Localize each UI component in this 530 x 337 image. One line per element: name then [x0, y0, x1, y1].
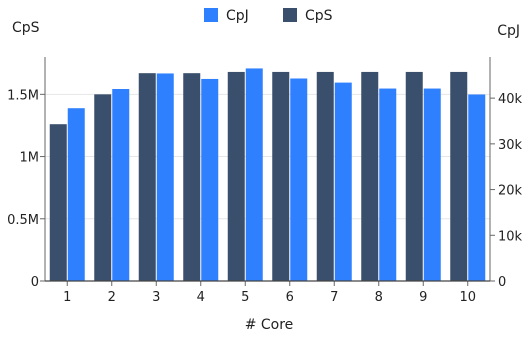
- y-axis-left-title: CpS: [12, 20, 40, 36]
- y-left-tick-label: 1M: [20, 151, 40, 166]
- axes: [40, 57, 495, 286]
- x-tick-label: 8: [375, 290, 383, 305]
- x-axis-title: # Core: [245, 317, 294, 333]
- bar-cpj: [112, 89, 130, 281]
- bar-cpj: [156, 73, 174, 281]
- legend[interactable]: CpJ CpS: [204, 8, 333, 24]
- bar-cps: [49, 124, 67, 281]
- bar-cps: [138, 73, 156, 281]
- y-right-tick-label: 0: [498, 275, 506, 290]
- y-right-tick-label: 10k: [498, 229, 523, 244]
- bar-cps: [94, 94, 112, 281]
- x-tick-label: 3: [152, 290, 160, 305]
- x-tick-label: 7: [330, 290, 338, 305]
- bar-cpj: [201, 78, 219, 281]
- bar-cpj: [245, 68, 263, 281]
- bars: [49, 68, 486, 282]
- bar-cpj: [67, 108, 85, 281]
- x-tick-label: 5: [241, 290, 249, 305]
- tick-labels: 0 0.5M 1M 1.5M 0 10k 20k 30k 40k 1 2 3 4 5 6 7 8 9 10: [7, 88, 522, 305]
- y-axis-right-title: CpJ: [497, 23, 520, 39]
- bar-cpj: [334, 82, 352, 281]
- x-tick-label: 9: [419, 290, 427, 305]
- legend-swatch-cps: [283, 8, 297, 22]
- bar-cpj: [290, 78, 308, 281]
- bar-cps: [405, 71, 423, 281]
- y-right-tick-label: 40k: [498, 92, 523, 107]
- x-tick-label: 4: [197, 290, 205, 305]
- y-left-tick-label: 0: [31, 275, 39, 290]
- x-tick-label: 1: [63, 290, 71, 305]
- bar-cpj: [423, 88, 441, 282]
- x-tick-label: 2: [108, 290, 116, 305]
- bar-cpj: [468, 94, 486, 281]
- legend-label-cpj: CpJ: [226, 8, 249, 24]
- bar-cps: [227, 71, 245, 281]
- bar-cps: [272, 71, 290, 281]
- bar-cps: [183, 73, 201, 281]
- legend-swatch-cpj: [204, 8, 218, 22]
- bar-cps: [316, 71, 334, 281]
- bar-cpj: [379, 88, 397, 282]
- y-left-tick-label: 1.5M: [7, 88, 39, 103]
- legend-label-cps: CpS: [305, 8, 333, 24]
- bar-cps: [450, 71, 468, 281]
- x-tick-label: 10: [459, 290, 476, 305]
- x-tick-label: 6: [286, 290, 294, 305]
- bar-cps: [361, 71, 379, 281]
- y-right-tick-label: 30k: [498, 138, 523, 153]
- y-left-tick-label: 0.5M: [7, 213, 39, 228]
- y-right-tick-label: 20k: [498, 184, 523, 199]
- grid-lines: [45, 93, 490, 220]
